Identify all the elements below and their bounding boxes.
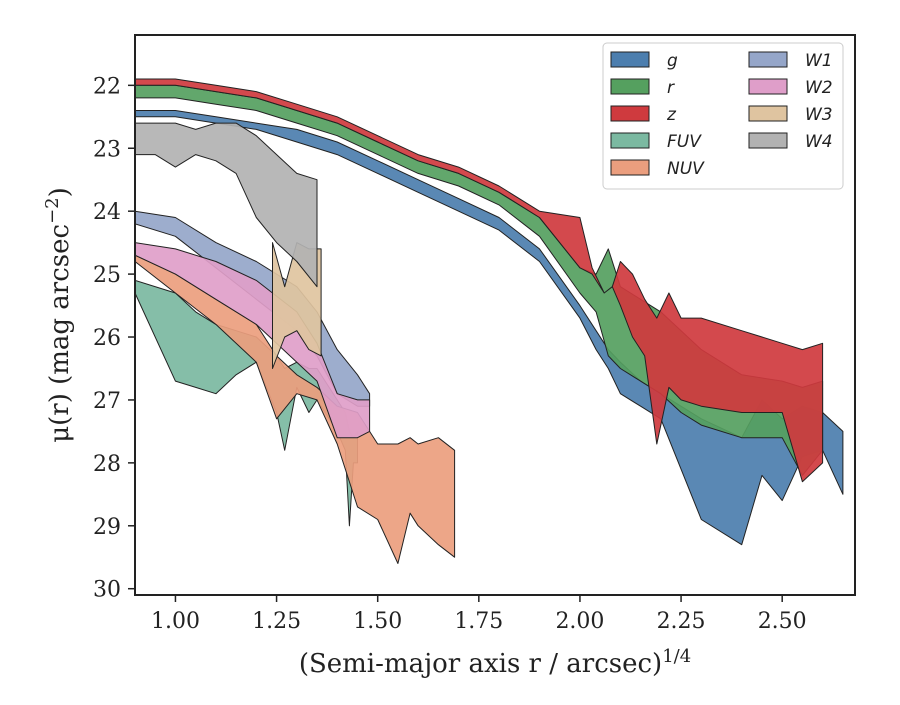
legend-label-W1: W1 [805, 51, 833, 71]
x-tick-label: 2.50 [758, 609, 807, 634]
legend-swatch-g [610, 51, 650, 68]
band-g [135, 110, 844, 546]
legend-label-NUV: NUV [667, 159, 705, 179]
x-axis-label-superscript: 1/4 [662, 646, 691, 667]
legend-swatch-FUV [610, 132, 650, 149]
y-tick-label: 30 [93, 578, 121, 603]
legend-label-z: z [666, 105, 677, 125]
legend-label-W3: W3 [805, 105, 833, 125]
y-tick-label: 27 [93, 389, 121, 414]
x-tick-label: 2.00 [555, 609, 604, 634]
ticks-layer: 1.00 1.25 1.50 1.75 2.00 2.25 2.50 22 23 24 25 26 27… [93, 74, 807, 634]
band-z [135, 78, 824, 483]
y-tick-label: 28 [93, 452, 121, 477]
y-tick-label: 26 [93, 326, 121, 351]
x-tick-label: 1.25 [252, 609, 301, 634]
x-axis-label: (Semi-major axis r / arcsec)1/4 [299, 646, 691, 679]
band-NUV [135, 254, 456, 564]
legend-swatch-NUV [610, 159, 650, 176]
y-axis-label-main: μ(r) (mag arcsec [45, 224, 75, 443]
legend-swatch-W1 [748, 51, 788, 68]
y-axis-label-superscript: −2 [42, 197, 63, 224]
legend-label-W4: W4 [805, 132, 833, 152]
y-tick-label: 24 [93, 200, 121, 225]
x-tick-label: 1.00 [151, 609, 200, 634]
legend-swatch-r [610, 78, 650, 95]
legend-label-FUV: FUV [667, 132, 702, 152]
legend-swatch-W2 [748, 78, 788, 95]
plot-frame [134, 34, 856, 596]
x-tick-label: 1.75 [454, 609, 503, 634]
legend-label-g: g [667, 51, 678, 71]
legend-swatch-W3 [748, 105, 788, 122]
y-tick-label: 25 [93, 263, 121, 288]
band-W4 [135, 122, 318, 288]
x-tick-label: 1.50 [353, 609, 402, 634]
bands-layer [135, 78, 844, 564]
legend-swatch-W4 [748, 132, 788, 149]
band-W2 [135, 242, 371, 439]
x-tick-label: 2.25 [657, 609, 706, 634]
y-axis-label: μ(r) (mag arcsec−2) [42, 187, 75, 443]
y-axis-label-suffix: ) [45, 187, 75, 197]
y-tick-label: 29 [93, 515, 121, 540]
x-axis-label-main: (Semi-major axis r / arcsec) [299, 649, 662, 679]
y-tick-label: 22 [93, 74, 121, 99]
legend: grz FUV NUV W1 W2 W3 W4 [602, 42, 844, 190]
y-tick-label: 23 [93, 137, 121, 162]
legend-label-W2: W2 [805, 78, 833, 98]
legend-label-r: r [667, 78, 675, 98]
legend-swatch-z [610, 105, 650, 122]
